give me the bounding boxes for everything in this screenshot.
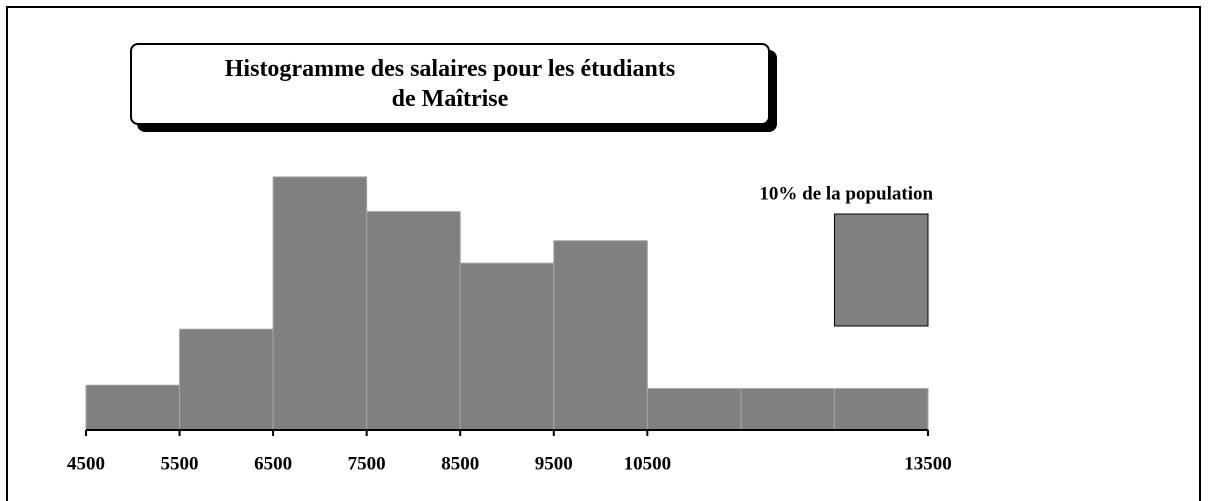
legend-label: 10% de la population [759,183,933,204]
x-tick-label: 6500 [254,453,292,474]
bar [179,328,274,431]
x-tick-label: 5500 [161,453,199,474]
bar [366,211,461,431]
bar [740,388,835,431]
chart-title: Histogramme des salaires pour les étudia… [130,43,770,125]
bar [459,262,555,431]
x-tick-label: 10500 [624,453,672,474]
x-tick-label: 9500 [535,453,573,474]
bar [272,176,368,431]
frame [6,6,1201,501]
x-tick-label: 8500 [441,453,479,474]
bar [833,388,929,431]
bar [553,240,648,431]
bar [85,384,181,431]
legend-mark [833,213,929,327]
x-tick-label: 4500 [67,453,105,474]
bar [646,388,742,431]
x-tick-label: 7500 [348,453,386,474]
x-tick-label: 13500 [904,453,952,474]
